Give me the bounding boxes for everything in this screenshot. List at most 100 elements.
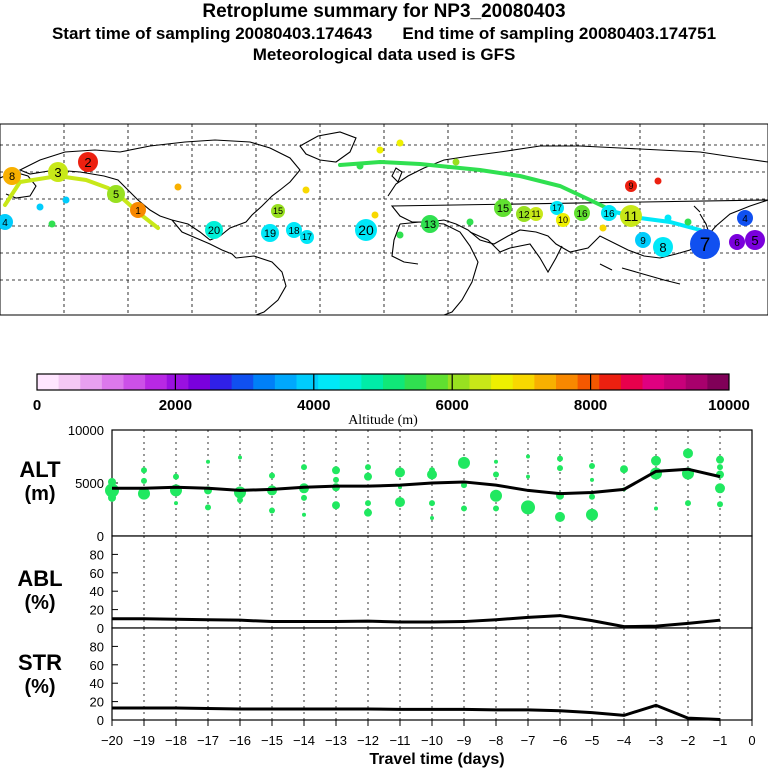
colorbar-cell — [296, 374, 319, 390]
map-day-marker: 8 — [3, 167, 21, 185]
y-tick-label: 5000 — [75, 476, 104, 491]
colorbar-cell — [80, 374, 103, 390]
alt-point — [430, 515, 434, 520]
alt-point — [651, 455, 661, 466]
map-day-label: 11 — [624, 208, 639, 224]
y-tick-label: 20 — [90, 695, 104, 710]
alt-point — [589, 463, 595, 470]
map-day-marker: 16 — [601, 205, 617, 221]
x-tick-label: −13 — [325, 733, 347, 748]
south-america-coast — [235, 255, 287, 316]
map-day-marker: 19 — [261, 224, 279, 242]
colorbar-tick-label: 2000 — [159, 397, 192, 414]
alt-point — [493, 471, 499, 478]
map-day-marker: 17 — [300, 230, 314, 244]
y-tick-label: 80 — [90, 547, 104, 562]
alt-point — [141, 467, 147, 474]
map-day-marker: 16 — [574, 205, 590, 221]
alt-point — [493, 505, 499, 512]
map-day-label: 15 — [273, 206, 283, 216]
alt-point — [365, 464, 371, 471]
colorbar-cell — [404, 374, 427, 390]
y-tick-label: 60 — [90, 658, 104, 673]
x-tick-label: −1 — [713, 733, 728, 748]
altitude-colorbar: 0 2000 4000 6000 8000 10000 Altitude (m) — [33, 373, 750, 428]
map-day-marker: 7 — [690, 229, 720, 259]
alt-point — [395, 467, 405, 478]
map-day-marker: 15 — [271, 204, 285, 218]
alt-point — [364, 472, 372, 481]
abl-line — [112, 614, 721, 629]
map-minor-marker — [396, 231, 404, 239]
greenland-coast — [299, 131, 357, 163]
map-day-marker: 20 — [205, 221, 223, 239]
alt-point — [332, 466, 340, 475]
alt-point — [717, 501, 723, 508]
alt-point — [555, 511, 565, 522]
alt-point — [234, 486, 246, 499]
colorbar-cell — [707, 374, 730, 390]
map-minor-marker — [684, 218, 692, 226]
map-day-label: 16 — [576, 209, 588, 220]
map-day-marker: 5 — [107, 185, 125, 203]
alt-panel: 0 5000 10000 ALT (m) — [19, 423, 753, 544]
alt-point — [461, 505, 467, 512]
map-day-label: 7 — [700, 235, 711, 256]
alt-point — [333, 476, 339, 483]
map-minor-marker — [48, 220, 56, 228]
uk-coast — [391, 167, 403, 183]
y-tick-label: 20 — [90, 603, 104, 618]
met-data-label: Meteorological data used is GFS — [252, 45, 516, 64]
y-tick-label: 40 — [90, 676, 104, 691]
colorbar-cell — [664, 374, 687, 390]
alt-point — [715, 483, 725, 494]
alt-point — [586, 508, 598, 521]
x-tick-label: −16 — [229, 733, 251, 748]
map-day-label: 17 — [552, 203, 562, 213]
map-minor-marker — [396, 139, 404, 147]
alt-point — [141, 477, 147, 484]
map-day-marker: 8 — [653, 237, 673, 257]
map-minor-marker — [356, 162, 364, 170]
colorbar-cell — [426, 374, 449, 390]
str-panel-unit: (%) — [24, 676, 55, 698]
map-day-marker: 20 — [355, 219, 377, 241]
alt-point — [526, 474, 530, 479]
alt-point — [458, 456, 470, 469]
map-day-marker: 12 — [516, 206, 532, 222]
alt-point — [685, 500, 691, 507]
map-minor-marker — [664, 214, 672, 222]
alt-point — [526, 454, 530, 459]
alt-point — [269, 507, 275, 514]
map-day-label: 9 — [640, 236, 646, 247]
se-asia-islands-coast — [599, 263, 681, 285]
alt-panel-unit: (m) — [24, 483, 55, 505]
alt-point — [620, 465, 628, 474]
map-day-label: 11 — [531, 209, 540, 219]
travel-time-axis: −20 −19 −18 −17 −16 −15 −14 −13 −12 −11 −10 −9 −8 −7−… — [101, 720, 756, 748]
alt-point — [205, 504, 211, 511]
alt-point — [429, 500, 435, 507]
y-tick-label: 80 — [90, 639, 104, 654]
alt-point — [301, 464, 307, 471]
y-tick-label: 0 — [97, 621, 104, 636]
map-minor-marker — [174, 183, 182, 191]
alt-point — [557, 465, 563, 472]
colorbar-cell — [491, 374, 514, 390]
alt-point — [716, 455, 724, 464]
alt-point — [557, 455, 563, 462]
colorbar-cell — [642, 374, 665, 390]
str-panel: 0 20 40 60 80 STR (%) — [18, 627, 753, 728]
map-minor-marker — [452, 158, 460, 166]
map-day-label: 15 — [497, 203, 509, 215]
alt-point — [174, 501, 178, 506]
colorbar-cell — [534, 374, 557, 390]
colorbar-cell — [383, 374, 406, 390]
map-day-label: 5 — [751, 233, 758, 248]
map-day-label: 9 — [628, 181, 633, 191]
map-day-label: 6 — [734, 238, 740, 249]
colorbar-tick-label: 6000 — [436, 397, 469, 414]
map-day-label: 18 — [288, 226, 300, 237]
str-panel-label: STR — [18, 650, 62, 675]
